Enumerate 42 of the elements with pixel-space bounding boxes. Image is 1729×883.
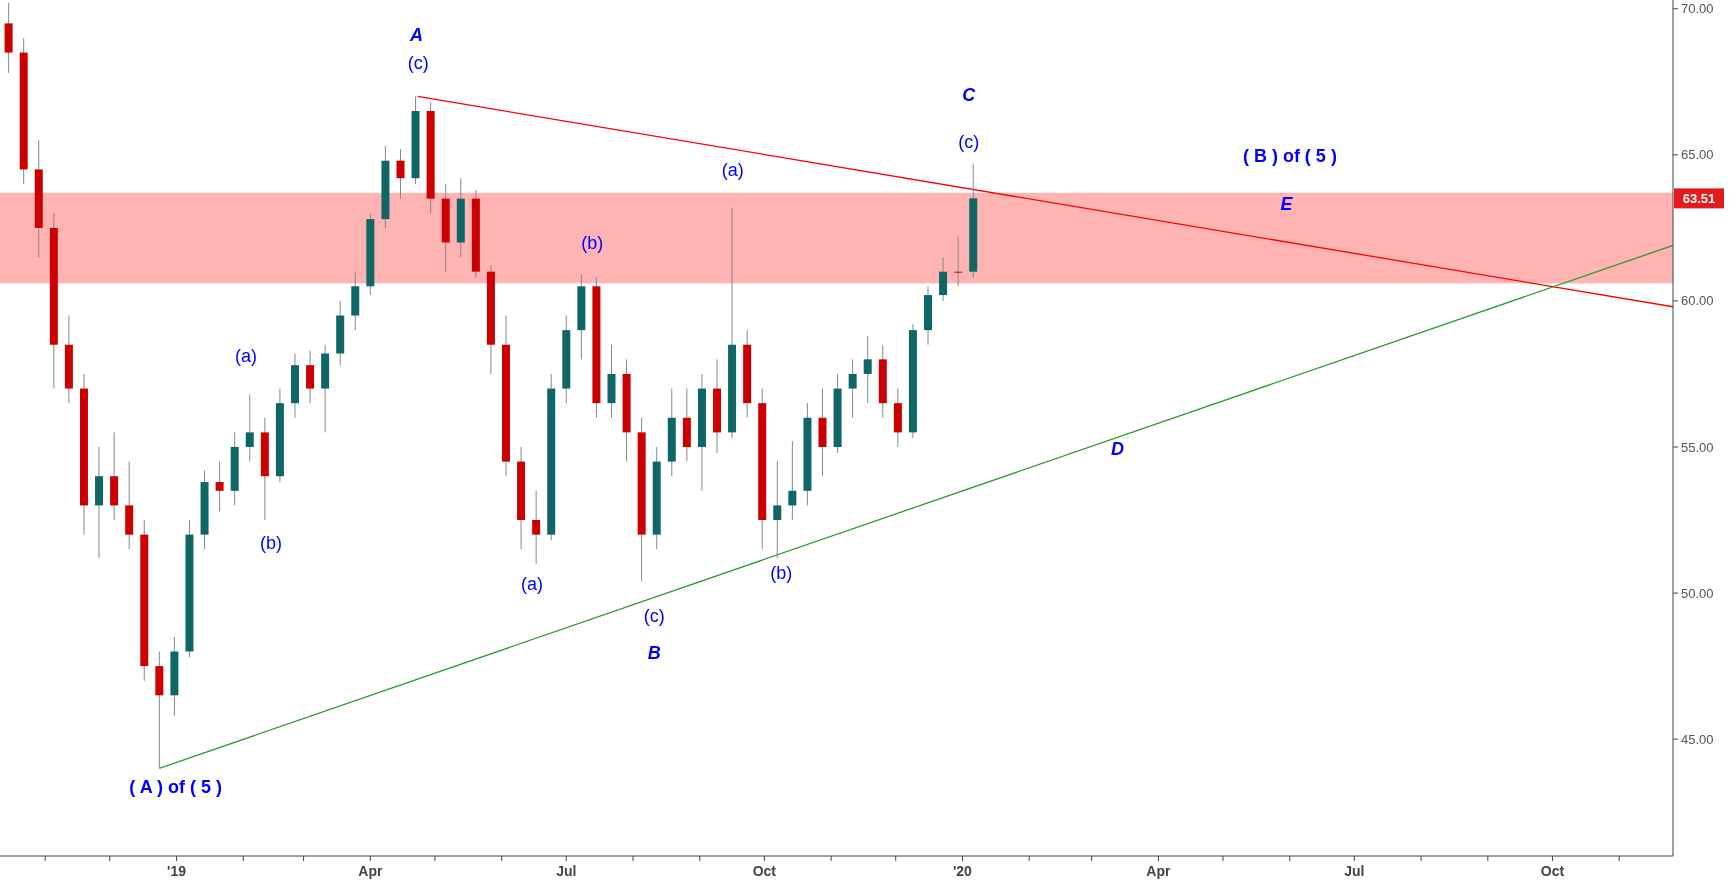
candlestick (939, 256, 948, 302)
annotation: E (1280, 194, 1294, 215)
annotation: (c) (407, 52, 429, 73)
candlestick (863, 335, 872, 404)
x-tick-label: Apr (358, 863, 383, 879)
y-tick-label: 50.00 (1681, 585, 1714, 601)
annotation: (b) (581, 233, 604, 254)
y-tick-label: 60.00 (1681, 293, 1714, 309)
y-tick-label: 45.00 (1681, 731, 1714, 747)
annotation: ( A ) of ( 5 ) (129, 776, 222, 797)
annotation: (a) (521, 574, 544, 595)
candlestick (215, 461, 224, 512)
x-tick-label: Oct (752, 863, 777, 879)
annotation: (a) (721, 159, 744, 180)
annotation: D (1111, 438, 1125, 459)
annotation: (b) (260, 533, 283, 553)
candlestick (788, 440, 797, 521)
y-tick-label: 65.00 (1681, 147, 1714, 163)
candlestick (396, 148, 405, 200)
annotation: ( B ) of ( 5 ) (1242, 146, 1337, 167)
y-tick-label: 55.00 (1681, 439, 1714, 455)
annotation: (c) (958, 132, 980, 153)
candlestick (532, 490, 541, 565)
candlestick (245, 393, 254, 463)
annotation: (c) (643, 605, 665, 626)
x-tick-label: '20 (953, 863, 973, 879)
annotation: (b) (770, 562, 793, 583)
y-tick-label: 70.00 (1681, 1, 1714, 17)
annotation: C (962, 85, 977, 106)
x-tick-label: '19 (167, 863, 187, 879)
annotation: (a) (234, 345, 257, 366)
x-tick-label: Jul (556, 863, 577, 879)
annotation: A (409, 25, 424, 46)
candlestick (306, 350, 315, 404)
x-tick-label: Apr (1146, 863, 1171, 879)
candlestick (773, 461, 782, 559)
annotation: B (647, 642, 661, 663)
text: 63.51 (1682, 190, 1716, 206)
candlestick (954, 236, 963, 287)
x-tick-label: Jul (1344, 863, 1365, 879)
x-tick-label: Oct (1540, 863, 1565, 879)
candlestick (848, 358, 857, 419)
